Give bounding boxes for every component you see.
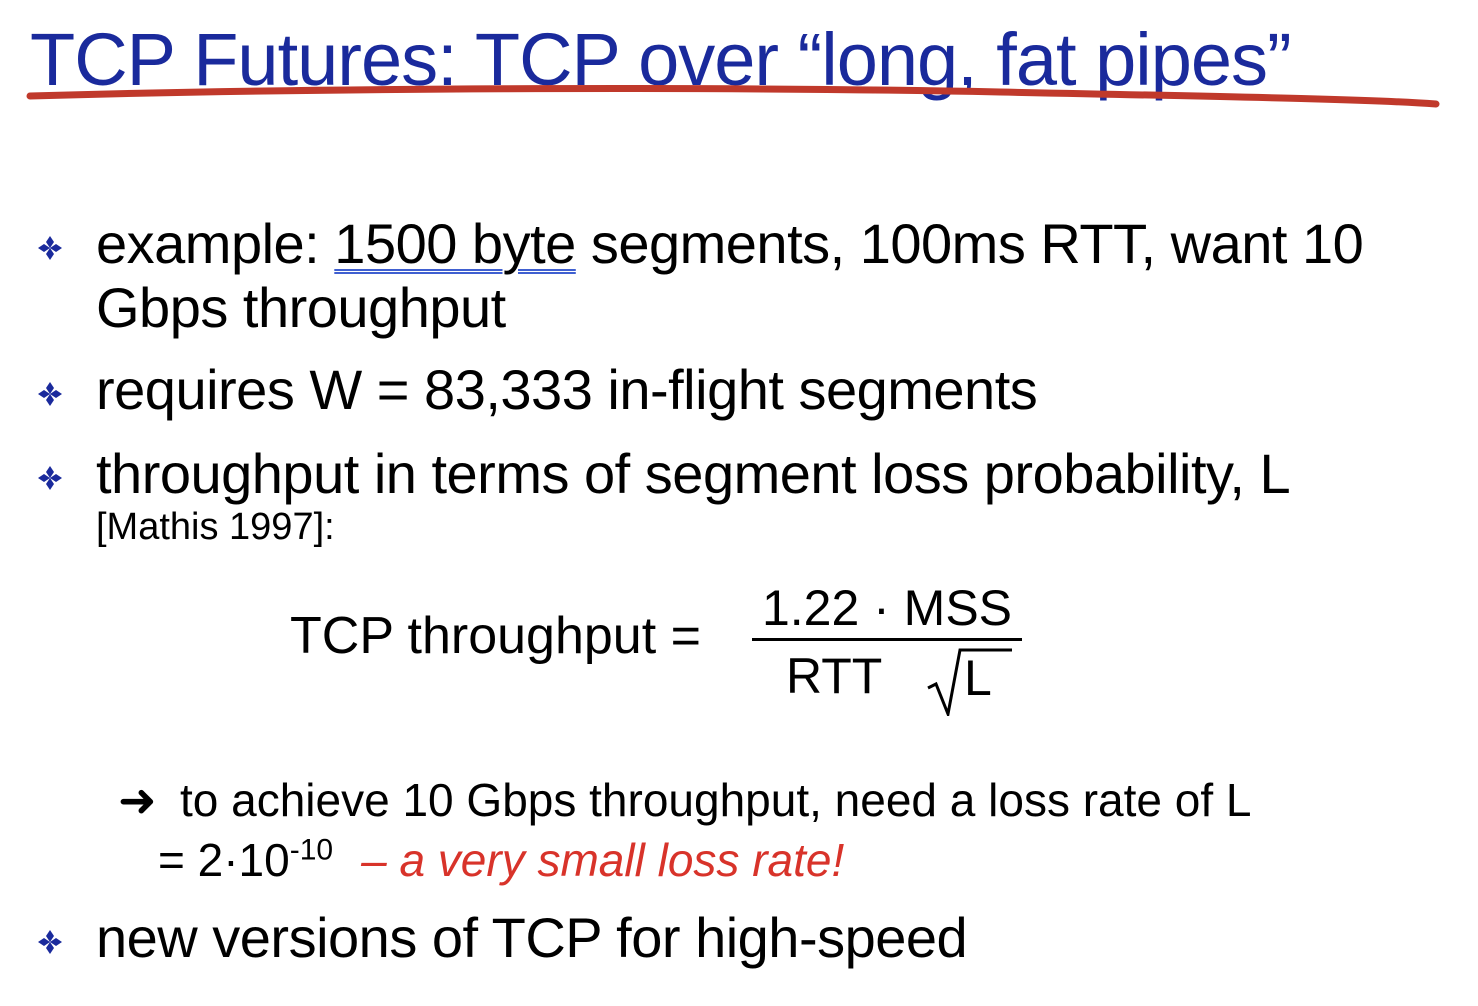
- loss-rate-exponent: -10: [289, 833, 334, 867]
- loss-rate-value: = 2·10: [158, 834, 290, 886]
- arrow-right-icon: ➜: [118, 774, 157, 826]
- diamond-cluster-icon: [38, 382, 62, 406]
- bullet-example: example: 1500 byte segments, 100ms RTT, …: [36, 212, 1456, 342]
- conclusion: ➜ to achieve 10 Gbps throughput, need a l…: [118, 770, 1458, 890]
- bullet-requires: requires W = 83,333 in-flight segments: [36, 358, 1456, 422]
- formula-numerator: 1.22 · MSS: [761, 580, 1013, 636]
- small-loss-note: – a very small loss rate!: [361, 834, 845, 886]
- citation: [Mathis 1997]:: [96, 506, 335, 548]
- conclusion-text: to achieve 10 Gbps throughput, need a lo…: [180, 774, 1252, 826]
- radicand: L: [964, 650, 992, 706]
- bullet-suffix: segments, 100ms RTT, want 10 Gbps throug…: [96, 212, 1364, 339]
- bullet-prefix: example:: [96, 212, 335, 275]
- bullet-text: example: 1500 byte segments, 100ms RTT, …: [96, 212, 1456, 340]
- formula-denominator: RTT: [786, 648, 883, 704]
- formula-fraction: 1.22 · MSS RTT L: [752, 580, 1022, 720]
- throughput-formula: TCP throughput = 1.22 · MSS RTT L: [290, 580, 1050, 720]
- diamond-cluster-icon: [38, 930, 62, 954]
- fraction-bar: [752, 638, 1022, 641]
- diamond-cluster-icon: [38, 466, 62, 490]
- bullet-text: requires W = 83,333 in-flight segments: [96, 358, 1038, 421]
- formula-lhs: TCP throughput =: [290, 607, 701, 665]
- sqrt-icon: [927, 648, 1012, 716]
- bullet-text: throughput in terms of segment loss prob…: [96, 442, 1291, 505]
- conclusion-line-1: ➜ to achieve 10 Gbps throughput, need a l…: [118, 770, 1458, 830]
- bullet-new-versions: new versions of TCP for high-speed: [36, 906, 1456, 970]
- title-underline-stroke: [26, 85, 1440, 108]
- bullet-throughput: throughput in terms of segment loss prob…: [36, 442, 1456, 506]
- square-root: L: [924, 644, 1014, 716]
- segment-size-link: 1500 byte: [334, 212, 576, 275]
- bullet-text: new versions of TCP for high-speed: [96, 906, 968, 969]
- diamond-cluster-icon: [38, 236, 62, 260]
- conclusion-line-2: = 2·10-10 – a very small loss rate!: [118, 830, 1458, 890]
